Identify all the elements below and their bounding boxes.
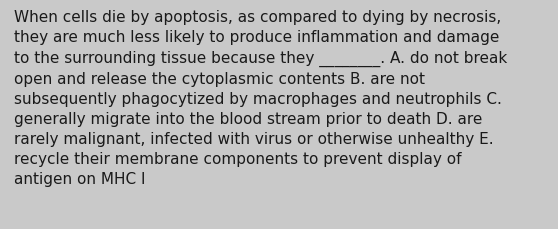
Text: When cells die by apoptosis, as compared to dying by necrosis,
they are much les: When cells die by apoptosis, as compared… <box>14 10 507 186</box>
